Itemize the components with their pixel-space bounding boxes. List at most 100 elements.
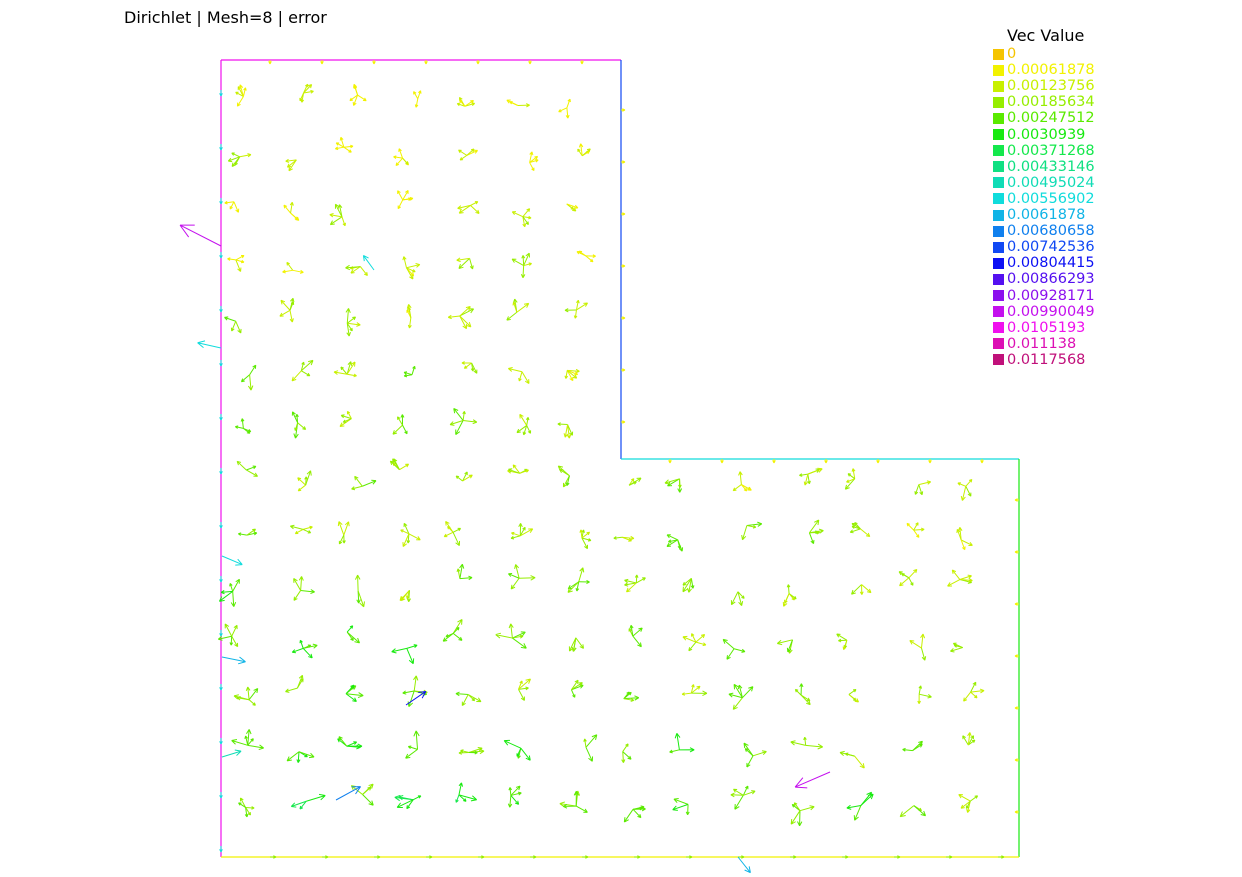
legend-label: 0.00247512	[1007, 110, 1095, 127]
vector-arrow	[506, 311, 518, 321]
vector-arrow	[516, 425, 527, 434]
vector-arrow	[349, 94, 358, 102]
vector-arrow	[449, 419, 464, 426]
legend-label: 0.00123756	[1007, 78, 1095, 95]
vector-arrow	[469, 258, 474, 270]
vector-arrow	[413, 730, 420, 750]
vector-arrow	[406, 267, 416, 273]
vector-arrow	[463, 362, 472, 369]
vector-arrow	[786, 584, 791, 594]
vector-arrow	[347, 322, 361, 327]
vector-arrow	[296, 751, 301, 763]
vector-arrow	[455, 475, 463, 482]
vector-arrow	[575, 805, 588, 813]
vector-arrow	[564, 370, 569, 379]
vector-arrow	[402, 196, 414, 201]
vector-arrow	[406, 590, 411, 603]
vector-arrow	[403, 373, 413, 378]
legend-swatch	[993, 48, 1004, 60]
legend-entries: 0 0.00061878 0.00123756 0.00185634 0.0024751…	[993, 46, 1095, 368]
vector-arrow	[506, 99, 518, 106]
vector-arrow	[809, 528, 824, 534]
vector-arrow	[682, 578, 692, 593]
vector-arrow	[667, 478, 680, 487]
vector-arrow	[396, 799, 414, 809]
vector-arrow	[573, 790, 579, 807]
vector-arrow	[566, 203, 577, 212]
vector-arrow	[958, 794, 971, 802]
vector-arrow	[235, 254, 245, 261]
vector-arrow	[947, 579, 961, 587]
vector-arrow	[950, 647, 963, 653]
vector-arrow	[402, 256, 407, 268]
legend-entry: 0.00990049	[993, 304, 1095, 320]
vector-arrow	[320, 60, 324, 65]
legend-entry: 0.00804415	[993, 255, 1095, 271]
vector-arrow	[746, 521, 763, 527]
vector-arrow	[462, 471, 468, 482]
vector-arrow	[571, 637, 577, 652]
vector-arrow	[578, 143, 584, 156]
vector-arrow	[920, 647, 927, 661]
vector-arrow	[356, 590, 361, 604]
vector-arrow	[197, 340, 222, 349]
vector-arrow	[303, 83, 309, 94]
vector-arrow	[235, 259, 245, 264]
vector-arrow	[632, 635, 642, 648]
vector-arrow	[452, 626, 460, 634]
vector-arrow	[229, 636, 234, 646]
vector-arrow	[959, 577, 973, 583]
vector-arrow	[970, 691, 978, 699]
vector-arrow	[898, 571, 910, 579]
vector-arrow	[464, 99, 474, 107]
vector-arrow	[470, 205, 480, 214]
vector-arrow	[296, 674, 304, 689]
vector-arrow	[229, 583, 234, 592]
vector-arrow	[291, 370, 302, 382]
vector-arrow	[623, 809, 634, 823]
vector-arrow	[788, 593, 795, 601]
vector-arrow	[899, 805, 915, 818]
vector-arrow	[354, 574, 361, 591]
vector-arrow	[582, 855, 589, 859]
vector-arrow	[522, 216, 529, 225]
vector-arrow	[459, 575, 473, 581]
vector-arrow	[301, 370, 311, 377]
vector-arrow	[221, 749, 242, 758]
vector-arrow	[453, 407, 464, 421]
vector-arrow	[581, 537, 592, 542]
vector-arrow	[575, 299, 580, 311]
vector-arrow	[282, 269, 293, 274]
vector-arrow	[529, 158, 539, 164]
vector-arrow	[508, 468, 520, 474]
vector-arrow	[919, 693, 932, 699]
vector-arrow	[322, 855, 329, 859]
vector-arrow	[299, 639, 304, 649]
vector-arrow	[353, 85, 359, 96]
vector-arrow	[456, 257, 470, 263]
vector-arrow	[470, 201, 479, 206]
legend-entry: 0.00495024	[993, 175, 1095, 191]
vector-arrow	[803, 474, 809, 486]
vector-arrow	[566, 369, 578, 379]
vector-arrow	[511, 211, 524, 218]
vector-arrow	[408, 533, 421, 541]
vector-arrow	[529, 162, 535, 172]
vector-arrow	[455, 420, 464, 435]
vector-arrow	[512, 301, 518, 313]
vector-arrow	[836, 633, 848, 641]
vector-arrow	[794, 688, 802, 696]
vector-arrow	[219, 198, 223, 205]
vector-arrow	[406, 263, 421, 269]
vector-arrow	[335, 786, 361, 801]
vector-arrow	[962, 735, 969, 746]
vector-arrow	[219, 630, 223, 637]
vector-arrow	[424, 60, 428, 65]
vector-arrow	[581, 531, 591, 539]
vector-arrow	[793, 802, 801, 811]
vector-arrow	[622, 743, 629, 752]
vector-arrow	[426, 855, 433, 859]
vector-arrow	[621, 536, 632, 542]
vector-arrow	[960, 539, 966, 551]
vector-arrow	[690, 685, 701, 694]
